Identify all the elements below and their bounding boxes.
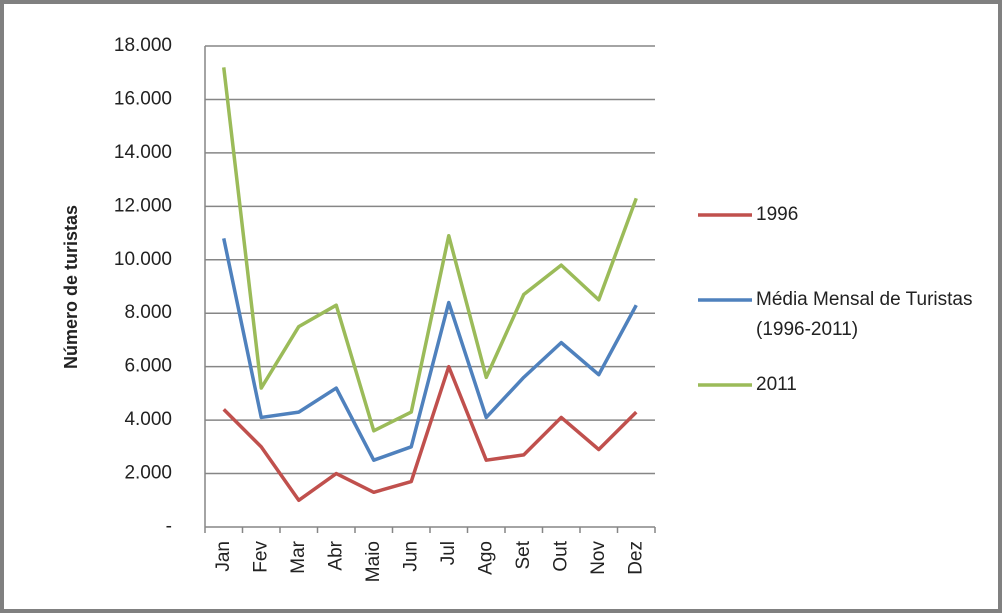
- x-tick-label: Mar: [288, 540, 309, 573]
- x-tick-label: Abr: [325, 540, 346, 570]
- series-line: [222, 238, 638, 462]
- legend-label: 1996: [756, 204, 799, 225]
- series-line: [222, 364, 638, 503]
- x-tick-label: Nov: [588, 541, 609, 575]
- y-tick-label: 18.000: [114, 35, 172, 56]
- x-tick-label: Fev: [250, 541, 271, 573]
- x-tick-label: Jun: [400, 541, 421, 572]
- series-line: [222, 67, 638, 433]
- x-tick-label: Out: [550, 540, 571, 571]
- x-tick-label: Jul: [438, 541, 459, 565]
- y-tick-label: 16.000: [114, 88, 172, 109]
- y-tick-label: 2.000: [124, 463, 172, 484]
- y-tick-label: 10.000: [114, 249, 172, 270]
- x-tick-label: Set: [513, 540, 534, 569]
- y-tick-label: 8.000: [124, 302, 172, 323]
- legend-label: Média Mensal de Turistas (1996-2011): [756, 289, 973, 340]
- y-tick-label: 14.000: [114, 142, 172, 163]
- y-axis-label: Número de turistas: [61, 205, 81, 369]
- y-tick-label: 12.000: [114, 195, 172, 216]
- x-tick-label: Maio: [363, 541, 384, 582]
- y-tick-label: 6.000: [124, 356, 172, 377]
- x-tick-label: Ago: [475, 541, 496, 575]
- x-tick-label: Jan: [213, 541, 234, 572]
- legend-label: 2011: [756, 374, 797, 395]
- x-tick-label: Dez: [625, 541, 646, 575]
- y-tick-label: -: [166, 516, 172, 537]
- y-tick-label: 4.000: [124, 409, 172, 430]
